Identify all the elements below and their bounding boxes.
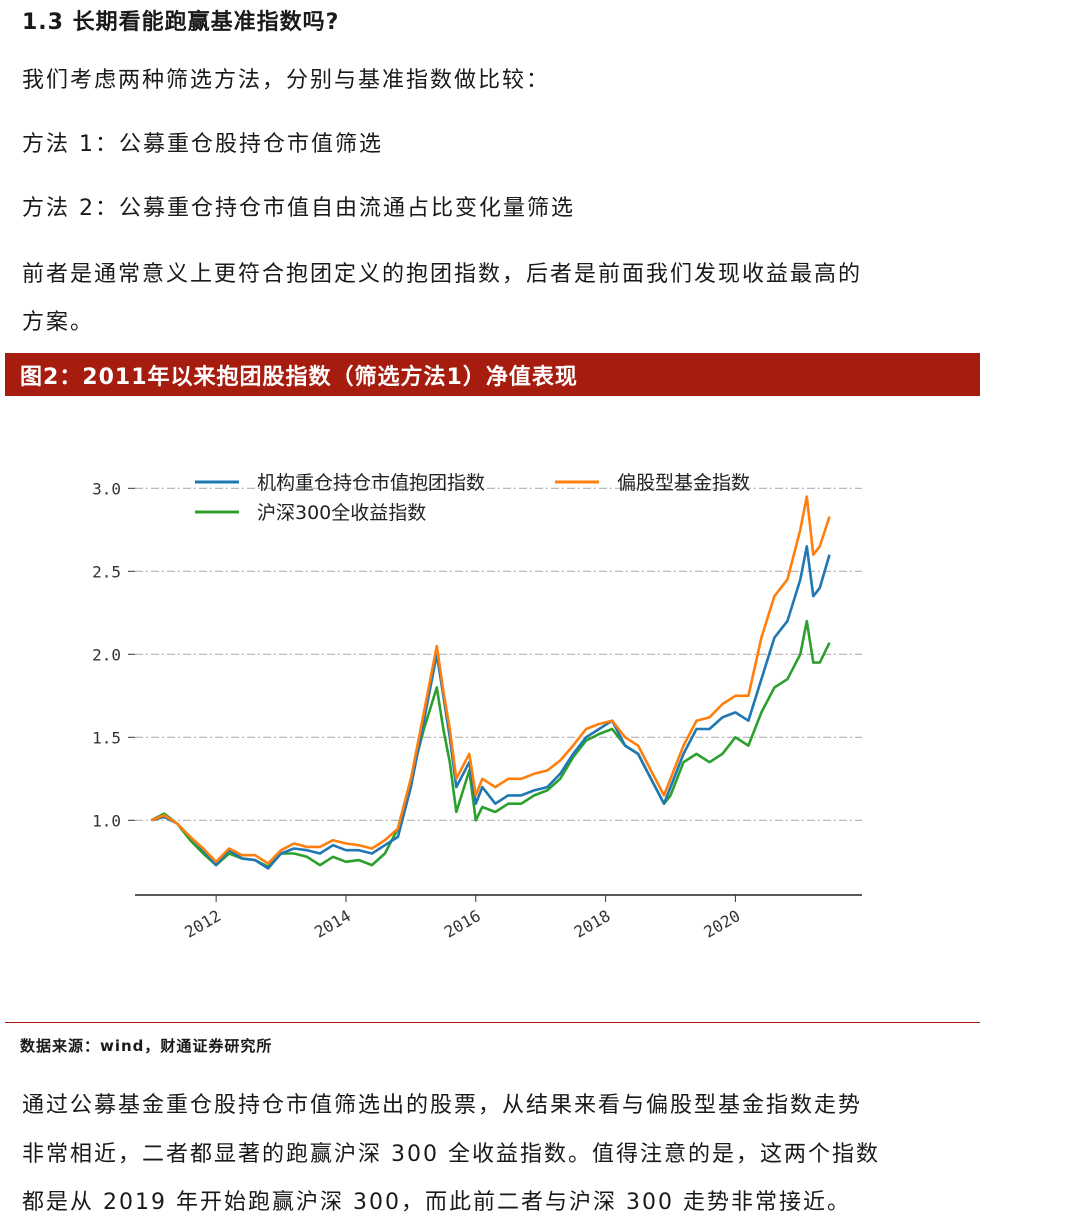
paragraph-line: 前者是通常意义上更符合抱团定义的抱团指数，后者是前面我们发现收益最高的 <box>22 262 863 287</box>
series-line-0 <box>150 545 831 870</box>
figure-title-bar <box>5 353 980 396</box>
y-tick-label: 2.5 <box>92 562 121 581</box>
legend-label-0: 机构重仓持仓市值抱团指数 <box>257 472 485 494</box>
method-1-text: 方法 1：公募重仓股持仓市值筛选 <box>22 132 383 157</box>
chart-series <box>150 495 831 870</box>
x-tick-label: 2012 <box>181 906 224 942</box>
body-line: 非常相近，二者都显著的跑赢沪深 300 全收益指数。值得注意的是，这两个指数 <box>22 1142 880 1167</box>
intro-text: 我们考虑两种筛选方法，分别与基准指数做比较： <box>22 68 551 93</box>
source-divider <box>5 1022 980 1023</box>
x-tick-label: 2014 <box>311 906 354 942</box>
body-line: 都是从 2019 年开始跑赢沪深 300，而此前二者与沪深 300 走势非常接近… <box>22 1190 851 1215</box>
paragraph-line: 方案。 <box>22 310 95 335</box>
chart-gridlines <box>135 487 862 821</box>
legend-label-2: 沪深300全收益指数 <box>257 502 426 524</box>
figure-title: 图2：2011年以来抱团股指数（筛选方法1）净值表现 <box>20 365 578 390</box>
y-tick-label: 3.0 <box>92 479 121 498</box>
x-tick-label: 2018 <box>571 906 614 942</box>
chart-ticks: 1.0 1.5 2.0 2.5 3.0 2012 2014 2016 2018 2020 <box>92 479 743 941</box>
data-source: 数据来源：wind，财通证券研究所 <box>20 1037 273 1055</box>
body-line: 通过公募基金重仓股持仓市值筛选出的股票，从结果来看与偏股型基金指数走势 <box>22 1093 863 1118</box>
y-tick-label: 1.5 <box>92 728 121 747</box>
legend-label-1: 偏股型基金指数 <box>617 472 750 494</box>
series-line-2 <box>150 619 831 869</box>
section-heading: 1.3 长期看能跑赢基准指数吗? <box>22 10 340 35</box>
y-tick-label: 1.0 <box>92 811 121 830</box>
nav-line-chart: 1.0 1.5 2.0 2.5 3.0 2012 2014 2016 2018 2020 机构重仓… <box>92 472 862 942</box>
method-2-text: 方法 2：公募重仓持仓市值自由流通占比变化量筛选 <box>22 196 575 221</box>
y-tick-label: 2.0 <box>92 645 121 664</box>
series-line-1 <box>150 495 831 865</box>
x-tick-label: 2020 <box>701 906 744 942</box>
x-tick-label: 2016 <box>441 906 484 942</box>
